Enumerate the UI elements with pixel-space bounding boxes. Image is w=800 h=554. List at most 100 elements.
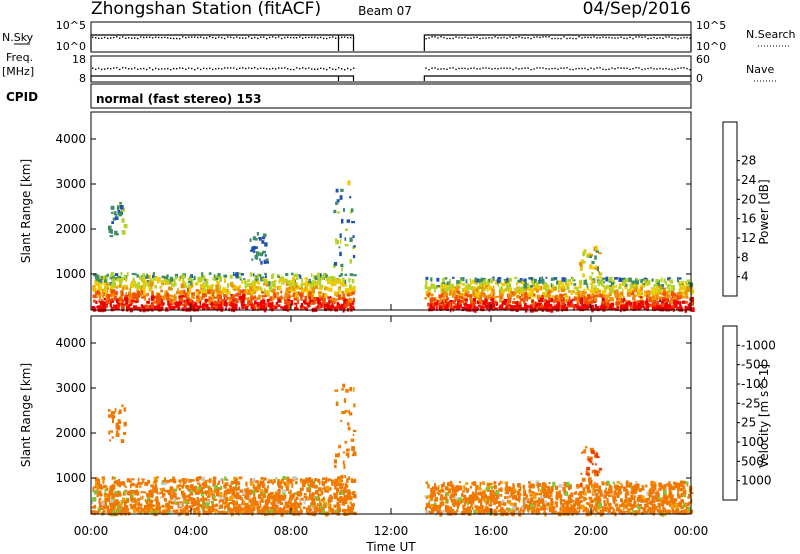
trace-dot (269, 68, 271, 70)
echo-cell (619, 278, 623, 282)
trace-dot (158, 68, 160, 70)
echo-cell (114, 408, 117, 412)
echo-cell (326, 305, 331, 309)
echo-cell (314, 478, 318, 482)
trace-dot (191, 67, 193, 70)
echo-cell (98, 294, 101, 298)
echo-cell (482, 277, 486, 281)
echo-cell (121, 302, 124, 308)
trace-dot (272, 36, 274, 38)
echo-cell (308, 278, 311, 283)
echo-cell (337, 476, 341, 481)
echo-cell (223, 288, 228, 292)
trace-dot (221, 37, 223, 39)
echo-cell (174, 293, 176, 297)
echo-cell (640, 507, 644, 510)
echo-cell (209, 509, 212, 513)
trace-dot (497, 37, 499, 39)
echo-cell (672, 301, 676, 305)
echo-cell (269, 296, 273, 301)
echo-cell (286, 510, 291, 513)
echo-cell (550, 283, 553, 288)
echo-cell (187, 284, 191, 288)
trace-dot (203, 37, 205, 39)
echo-cell (108, 511, 113, 516)
echo-cell (149, 508, 154, 512)
echo-cell (260, 300, 263, 305)
echo-cell (315, 306, 318, 311)
echo-cell (683, 490, 685, 496)
echo-cell (350, 298, 353, 303)
echo-cell (134, 306, 139, 310)
echo-cell (287, 294, 291, 299)
echo-cell (489, 292, 493, 296)
echo-cell (124, 485, 127, 489)
echo-cell (486, 304, 488, 310)
echo-cell (201, 297, 204, 300)
echo-cell (655, 284, 660, 288)
echo-cell (156, 297, 160, 302)
echo-cell (338, 452, 340, 457)
echo-cell (449, 300, 452, 303)
echo-cell (571, 276, 573, 279)
echo-cell (295, 304, 298, 308)
echo-cell (316, 297, 319, 301)
echo-cell (265, 291, 270, 296)
echo-cell (216, 487, 220, 492)
echo-cell (444, 292, 448, 295)
echo-cell (677, 302, 679, 305)
echo-cell (206, 305, 209, 310)
echo-cell (640, 279, 643, 283)
echo-cell (471, 298, 474, 303)
echo-cell (309, 296, 313, 300)
echo-cell (510, 307, 515, 312)
echo-cell (266, 283, 269, 287)
echo-cell (141, 478, 145, 481)
echo-cell (293, 505, 297, 510)
trace-dot (182, 67, 184, 69)
trace-dot (440, 68, 442, 70)
echo-cell (616, 306, 619, 309)
echo-cell (241, 279, 244, 283)
echo-cell (131, 272, 136, 275)
echo-cell (318, 287, 323, 290)
trace-dot (155, 67, 157, 70)
trace-dot (194, 36, 196, 38)
echo-cell (612, 285, 616, 288)
echo-cell (264, 504, 268, 509)
echo-cell (523, 305, 527, 310)
echo-cell (499, 287, 503, 292)
trace-dot (164, 68, 166, 70)
echo-cell (103, 291, 106, 296)
echo-cell (255, 257, 258, 260)
echo-cell (288, 283, 293, 286)
echo-cell (339, 233, 342, 239)
echo-cell (132, 508, 137, 513)
trace-dot (236, 36, 238, 38)
echo-cell (245, 284, 248, 289)
echo-cell (431, 306, 436, 310)
echo-cell (596, 276, 599, 279)
echo-cell (317, 300, 321, 305)
echo-cell (305, 509, 308, 514)
trace-dot (572, 37, 574, 40)
echo-cell (350, 502, 352, 506)
echo-cell (137, 501, 140, 507)
echo-cell (429, 504, 431, 510)
echo-cell (306, 284, 309, 287)
echo-cell (160, 306, 163, 312)
nsearch-tick-high: 10^5 (696, 19, 726, 32)
echo-cell (252, 289, 257, 294)
echo-cell (564, 306, 567, 310)
echo-cell (110, 284, 114, 290)
echo-cell (145, 307, 150, 312)
echo-cell (257, 505, 260, 511)
echo-cell (111, 229, 113, 235)
echo-cell (577, 290, 581, 296)
echo-cell (656, 286, 659, 290)
echo-cell (130, 497, 133, 501)
echo-cell (117, 490, 121, 494)
echo-cell (272, 481, 274, 485)
echo-cell (169, 301, 172, 306)
echo-cell (566, 306, 568, 310)
